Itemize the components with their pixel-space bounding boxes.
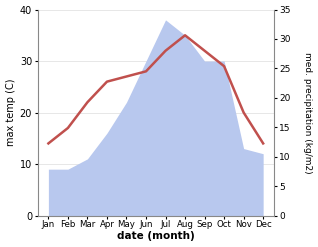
X-axis label: date (month): date (month) — [117, 231, 195, 242]
Y-axis label: med. precipitation (kg/m2): med. precipitation (kg/m2) — [303, 52, 313, 173]
Y-axis label: max temp (C): max temp (C) — [5, 79, 16, 146]
